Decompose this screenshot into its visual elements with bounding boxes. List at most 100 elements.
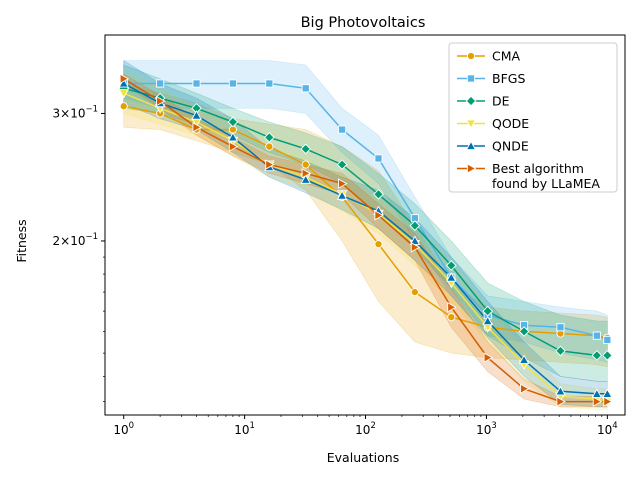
data-point: [191, 110, 202, 120]
x-tick-base: 10: [113, 423, 128, 437]
data-point: [336, 159, 348, 170]
plot-area-frame: [104, 34, 626, 416]
data-point: [192, 79, 201, 88]
data-point: [227, 116, 239, 128]
legend-marker: [466, 163, 477, 174]
data-point: [602, 388, 613, 398]
data-point: [301, 168, 312, 179]
data-point: [592, 331, 601, 340]
x-tick-label: 104: [597, 421, 618, 437]
legend-label-line: BFGS: [492, 71, 525, 86]
data-point: [227, 131, 239, 142]
data-point: [556, 323, 565, 332]
legend-label: DE: [492, 94, 510, 109]
data-point: [447, 313, 456, 322]
x-axis-ticks: 100 101 102 103 104: [113, 415, 618, 437]
legend-label-line: found by LLaMEA: [492, 176, 600, 191]
data-point: [555, 385, 566, 396]
x-tick-exponent: 2: [370, 421, 375, 431]
y-tick-mantissa: 3: [52, 106, 60, 120]
y-tick-times: ×: [60, 106, 70, 120]
legend-label: Best algorithm found by LLaMEA: [492, 161, 600, 191]
data-point: [119, 102, 128, 111]
data-point: [591, 388, 603, 398]
x-tick-base: 10: [355, 423, 370, 437]
legend: CMA BFGS DE QODE QNDE Best algorithm found by …: [448, 42, 618, 193]
legend-label: BFGS: [492, 71, 525, 86]
legend-marker: [466, 74, 476, 83]
x-axis-label: Evaluations: [327, 450, 399, 465]
data-point: [336, 190, 348, 200]
legend-box: [448, 42, 618, 193]
data-point: [265, 142, 274, 151]
data-point: [603, 396, 613, 407]
data-point: [445, 260, 457, 271]
confidence-band: [123, 64, 608, 382]
data-point: [192, 122, 202, 133]
data-point: [338, 178, 348, 189]
x-tick-base: 10: [476, 423, 491, 437]
y-tick-label: 2×10−1: [52, 232, 98, 248]
data-point: [374, 154, 383, 163]
data-point: [119, 73, 130, 85]
legend-label-line: Best algorithm: [492, 161, 584, 176]
chart-title: Big Photovoltaics: [301, 15, 426, 31]
data-point: [483, 352, 494, 363]
data-point: [603, 335, 612, 344]
y-axis-ticks: 2×10−1 3×10−1: [52, 104, 105, 402]
legend-label: CMA: [492, 49, 521, 64]
data-point: [592, 396, 603, 407]
x-tick-label: 103: [476, 421, 497, 437]
data-point: [374, 210, 384, 221]
data-point: [555, 345, 566, 357]
x-tick-exponent: 0: [129, 421, 134, 431]
data-point: [447, 301, 457, 313]
x-tick-label: 101: [234, 421, 255, 437]
data-point: [228, 79, 237, 88]
x-tick-exponent: 1: [250, 421, 255, 431]
legend-marker: [466, 51, 476, 61]
data-point: [118, 89, 129, 99]
x-tick-exponent: 4: [612, 421, 617, 431]
y-tick-times: ×: [60, 234, 70, 248]
data-point: [410, 242, 421, 253]
x-tick-base: 10: [597, 423, 612, 437]
y-axis-label: Fitness: [14, 219, 29, 262]
data-point: [265, 159, 275, 170]
data-point: [228, 141, 239, 152]
data-point: [602, 350, 613, 361]
data-point: [338, 125, 347, 134]
series-markers: [118, 73, 613, 408]
data-point: [410, 288, 419, 297]
x-tick-base: 10: [234, 423, 249, 437]
data-point: [374, 240, 383, 249]
data-point: [156, 79, 165, 88]
legend-label-line: CMA: [492, 49, 521, 64]
data-point: [409, 220, 421, 231]
data-point: [118, 78, 129, 88]
data-point: [591, 350, 603, 361]
data-point: [300, 143, 312, 155]
data-point: [265, 79, 274, 88]
legend-label: QODE: [492, 116, 529, 131]
data-point: [300, 174, 311, 184]
y-tick-mantissa: 2: [52, 234, 60, 248]
data-point: [156, 95, 166, 107]
x-tick-exponent: 3: [491, 421, 496, 431]
data-point: [263, 132, 275, 143]
data-point: [556, 396, 566, 407]
legend-marker: [465, 95, 477, 107]
data-point: [520, 383, 530, 395]
legend-label-line: QODE: [492, 116, 529, 131]
y-tick-base: 10: [70, 106, 85, 120]
y-tick-label: 3×10−1: [52, 104, 98, 120]
data-point: [301, 160, 310, 169]
data-point: [518, 354, 530, 364]
data-point: [301, 84, 310, 93]
y-tick-base: 10: [70, 234, 85, 248]
legend-marker: [465, 140, 477, 151]
data-point: [482, 315, 493, 326]
x-tick-label: 102: [355, 421, 376, 437]
legend-marker: [465, 119, 477, 129]
